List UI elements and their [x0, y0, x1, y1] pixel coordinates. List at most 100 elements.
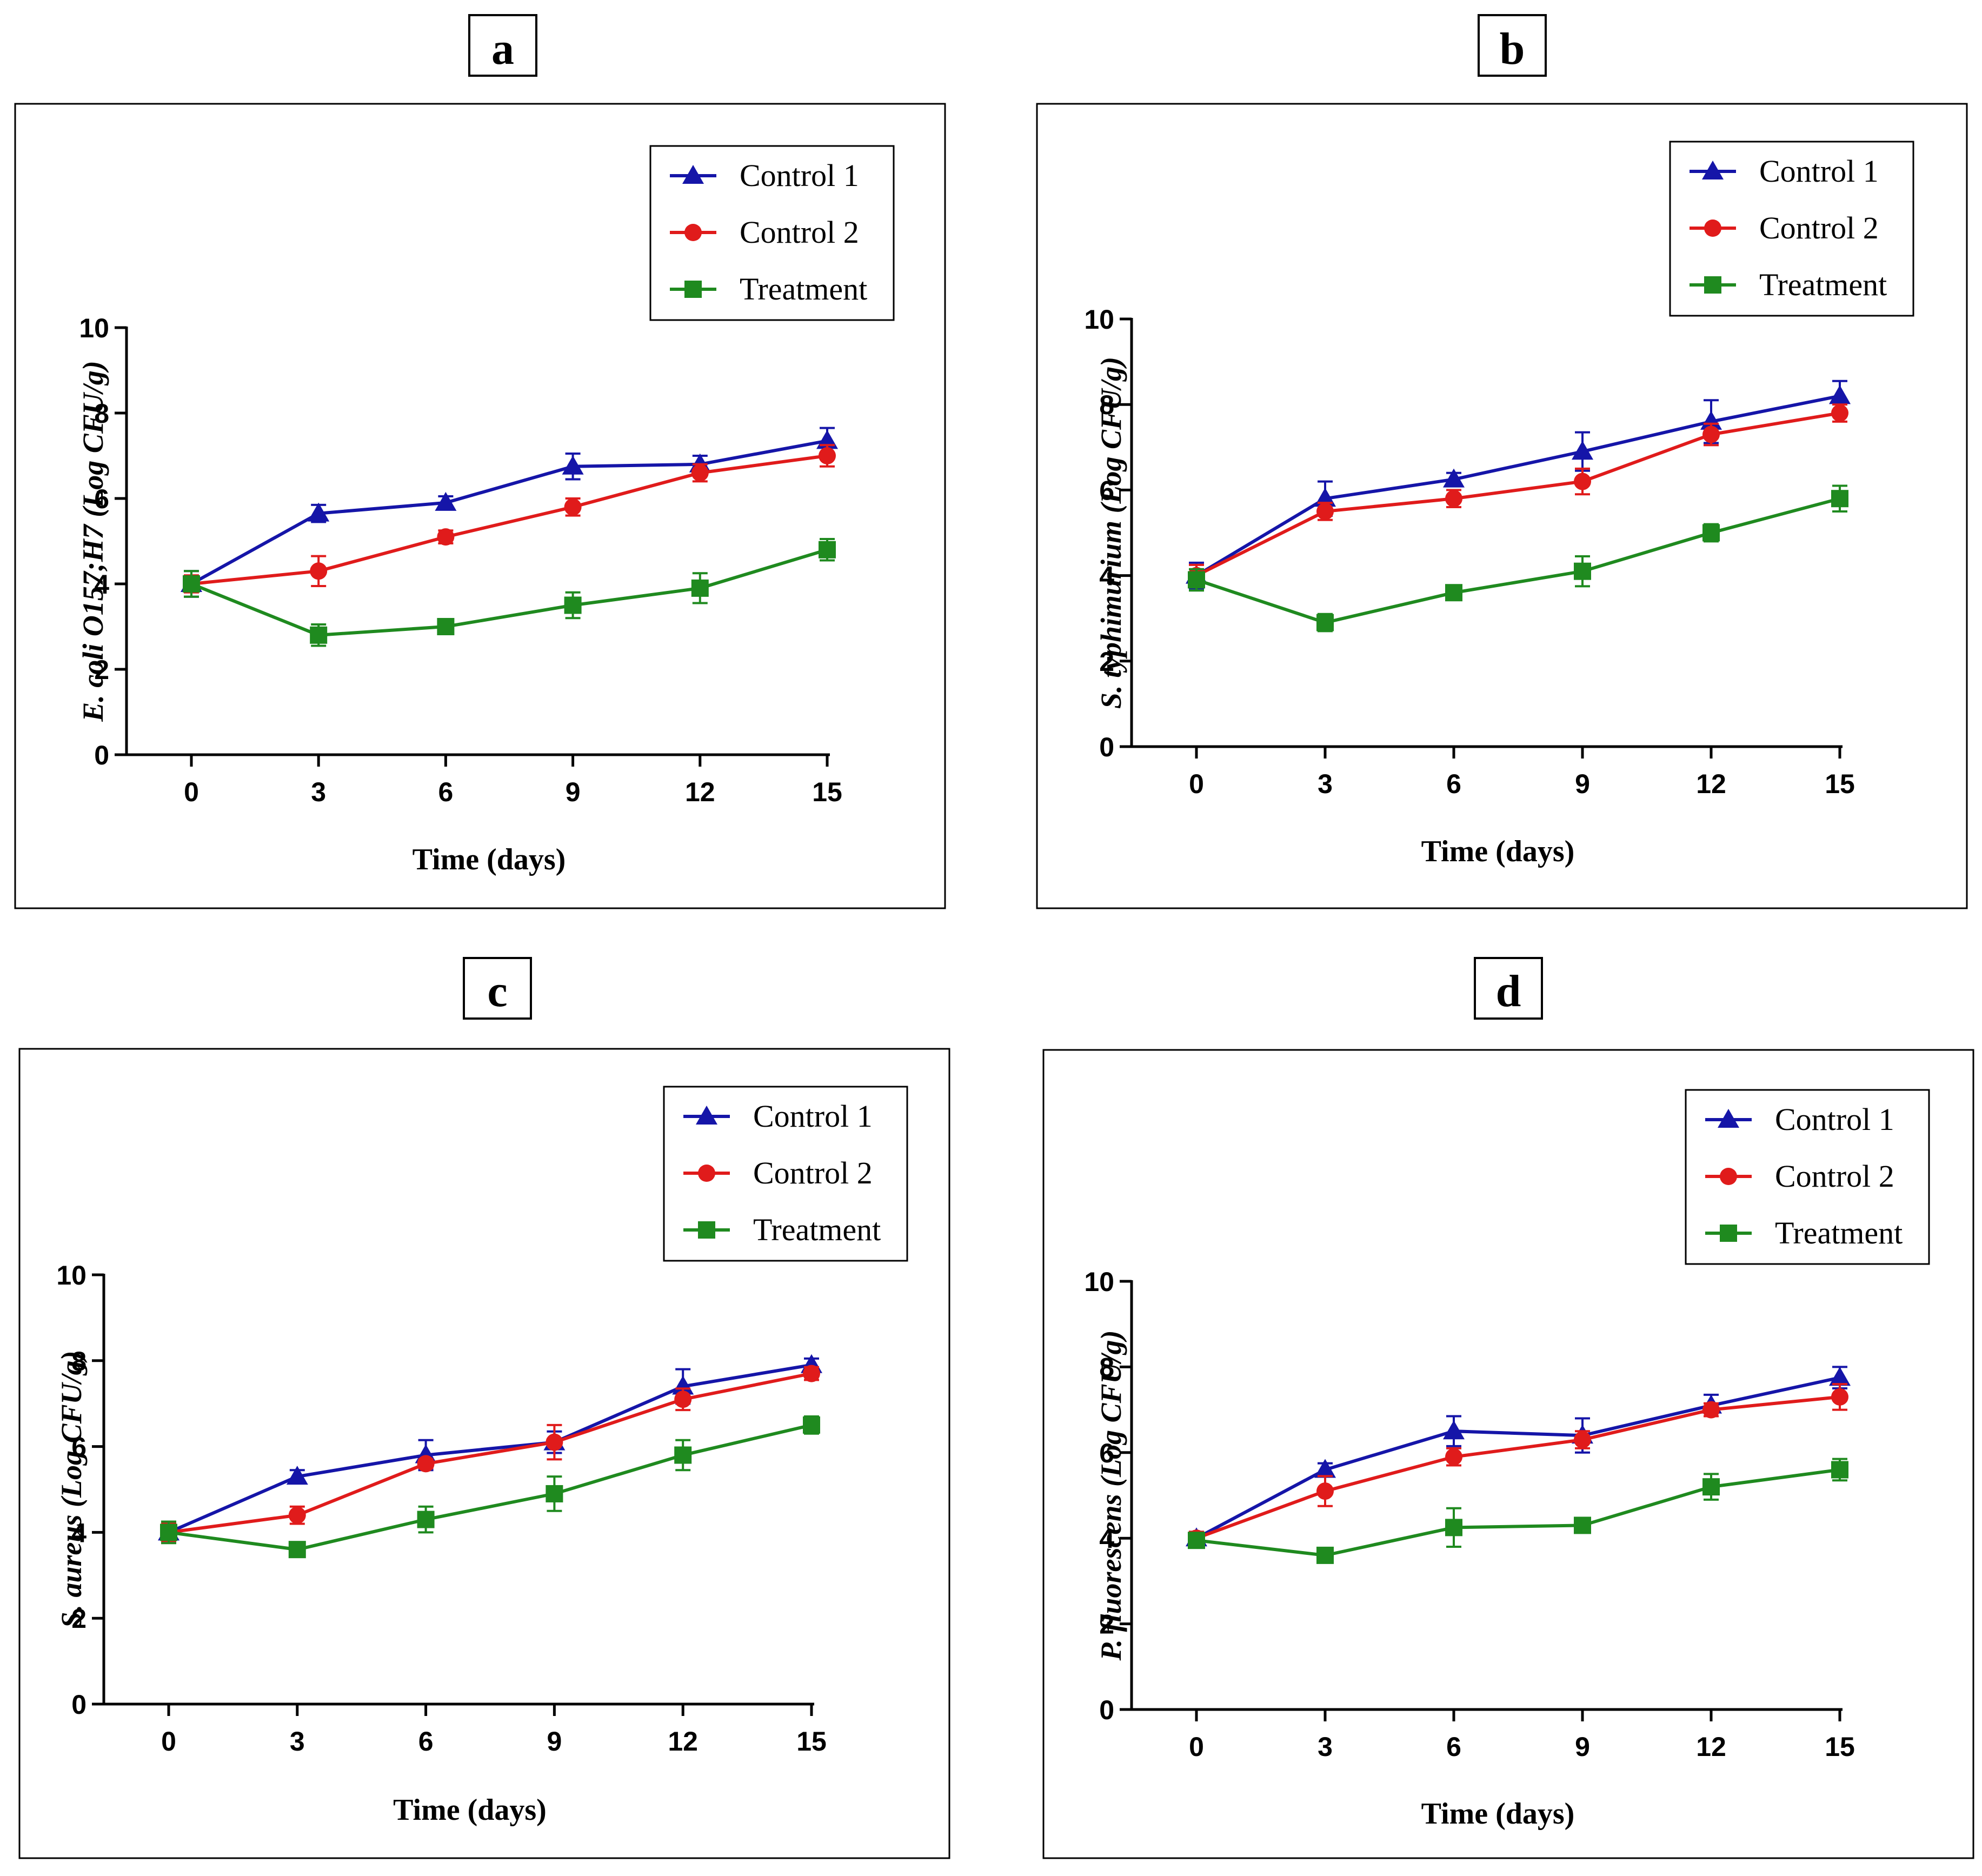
- series-line: [1195, 394, 1840, 577]
- y-tick-label: 6: [94, 484, 109, 514]
- data-point-circle: [1316, 1482, 1334, 1500]
- data-point-circle: [1831, 404, 1848, 422]
- x-tick-label: 12: [685, 777, 715, 807]
- data-point-triangle: [1572, 441, 1593, 460]
- data-point-triangle: [1443, 468, 1465, 488]
- data-point-circle: [564, 498, 582, 516]
- legend-marker-triangle: [696, 1106, 717, 1125]
- x-tick-label: 0: [161, 1726, 176, 1757]
- series-control-1: [1186, 380, 1851, 590]
- y-axis-title: S. typhimurium (Log CFU/g): [1095, 357, 1127, 709]
- series-line: [1196, 497, 1840, 624]
- data-point-square: [546, 1485, 563, 1502]
- y-tick-label: 4: [94, 569, 109, 600]
- panel-frame: [18, 1048, 950, 1859]
- y-tick-label: 0: [1099, 1695, 1114, 1725]
- x-axis-title: Time (days): [393, 1793, 547, 1827]
- x-tick-label: 0: [184, 777, 199, 807]
- x-tick-label: 15: [796, 1726, 827, 1757]
- y-tick-label: 2: [1099, 647, 1114, 677]
- y-tick-label: 4: [71, 1518, 87, 1548]
- y-tick-label: 0: [71, 1689, 87, 1720]
- x-tick-label: 15: [812, 777, 842, 807]
- series-control-2: [1188, 1383, 1848, 1547]
- legend-label: Control 2: [1775, 1159, 1894, 1194]
- y-tick-label: 0: [94, 740, 109, 770]
- x-tick-label: 3: [1318, 769, 1333, 799]
- series-control-1: [181, 427, 838, 598]
- legend-label: Treatment: [1775, 1215, 1903, 1250]
- legend-marker-triangle: [1702, 161, 1724, 179]
- data-point-square: [1445, 1519, 1462, 1536]
- panel-b: b 0 2 4 6 8 10 0 3 6 9 12 15 Time (days) S. typhimuriu…: [1036, 14, 1968, 909]
- series-line: [168, 1423, 812, 1552]
- series-line: [168, 1372, 812, 1534]
- x-tick-label: 6: [1446, 1732, 1461, 1762]
- data-point-square: [674, 1446, 692, 1464]
- panel-letter-box: [463, 957, 532, 1020]
- legend: Control 1 Control 2 Treatment: [649, 145, 895, 321]
- data-point-circle: [819, 447, 836, 464]
- x-axis-title: Time (days): [1421, 835, 1575, 868]
- panel-c: c 0 2 4 6 8 10 0 3 6 9 12 15 Time (days) S. aureus (Lo…: [18, 957, 950, 1859]
- y-tick-label: 2: [1099, 1609, 1114, 1640]
- y-tick-label: 8: [1099, 1352, 1114, 1382]
- data-point-square: [1316, 614, 1334, 631]
- y-axis-title: E. coli O157;H7 (Log CFU/g): [77, 361, 109, 722]
- data-point-square: [1188, 1532, 1205, 1549]
- y-tick-label: 10: [79, 313, 109, 343]
- x-tick-label: 0: [1189, 1732, 1204, 1762]
- data-point-square: [1831, 490, 1848, 508]
- y-tick-label: 10: [1084, 1267, 1114, 1297]
- panel-letter: c: [487, 966, 507, 1016]
- series-treatment: [1188, 1458, 1848, 1564]
- series-treatment: [183, 538, 836, 647]
- series-control-2: [1188, 403, 1848, 588]
- series-line: [1195, 411, 1840, 577]
- data-point-circle: [1574, 473, 1591, 490]
- data-point-square: [1702, 524, 1720, 542]
- data-point-circle: [1574, 1431, 1591, 1449]
- legend-label: Control 1: [1759, 154, 1879, 189]
- series-control-2: [160, 1365, 820, 1542]
- y-tick-label: 4: [1099, 561, 1114, 591]
- panel-letter: a: [491, 24, 514, 74]
- series-line: [190, 548, 828, 637]
- x-tick-label: 6: [1446, 769, 1461, 799]
- panel-letter-box: [468, 14, 537, 77]
- data-point-circle: [1831, 1388, 1848, 1406]
- series-treatment: [160, 1415, 820, 1559]
- y-tick-label: 8: [94, 398, 109, 429]
- data-point-triangle: [1314, 1459, 1336, 1478]
- data-point-circle: [1316, 502, 1334, 520]
- legend-marker-triangle: [1718, 1109, 1739, 1128]
- data-point-square: [437, 618, 455, 635]
- x-tick-label: 15: [1825, 769, 1855, 799]
- x-tick-label: 12: [668, 1726, 698, 1757]
- data-point-circle: [437, 528, 455, 546]
- data-point-square: [819, 541, 836, 558]
- legend-marker-square: [1704, 276, 1721, 294]
- y-tick-label: 6: [71, 1432, 87, 1462]
- x-tick-label: 9: [566, 777, 581, 807]
- data-point-square: [1188, 571, 1205, 589]
- data-point-circle: [1702, 1401, 1720, 1419]
- data-point-triangle: [1443, 1420, 1465, 1440]
- y-tick-label: 0: [1099, 732, 1114, 762]
- x-tick-label: 3: [311, 777, 326, 807]
- x-tick-label: 6: [418, 1726, 434, 1757]
- legend-marker-square: [698, 1221, 715, 1239]
- data-point-circle: [691, 464, 709, 482]
- legend-label: Control 1: [740, 158, 859, 193]
- panel-frame: [1042, 1049, 1974, 1859]
- y-tick-label: 10: [56, 1260, 87, 1290]
- data-point-square: [183, 575, 200, 593]
- y-axis-title: P. fluorescens (Log CFU/g): [1095, 1330, 1127, 1661]
- x-tick-label: 3: [1318, 1732, 1333, 1762]
- panel-frame: [1036, 103, 1968, 909]
- legend-label: Control 2: [1759, 210, 1879, 245]
- x-tick-label: 9: [1575, 1732, 1590, 1762]
- y-axis-title: S. aureus (Log CFU/g): [55, 1351, 88, 1628]
- legend-marker-circle: [1720, 1168, 1737, 1185]
- legend-marker-circle: [1704, 219, 1721, 237]
